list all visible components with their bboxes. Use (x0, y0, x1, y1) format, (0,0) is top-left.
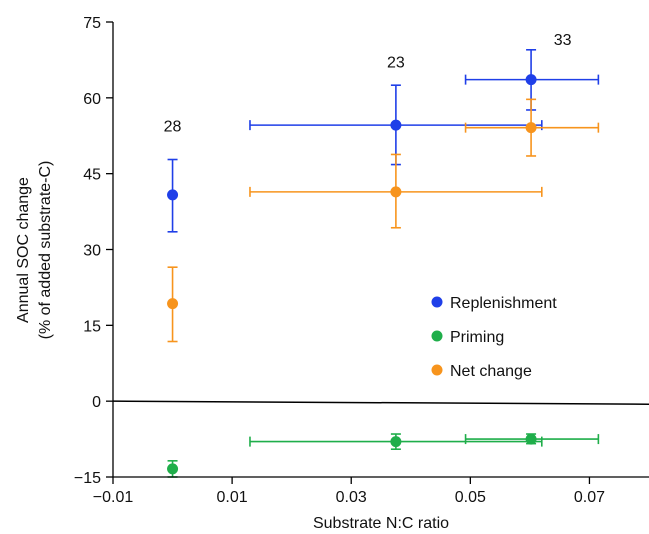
legend-marker (431, 364, 443, 376)
data-point (167, 298, 179, 310)
y-tick-label: 60 (83, 91, 101, 108)
y-tick-label: 45 (83, 167, 101, 184)
x-ticks: −0.01 0.01 0.03 0.05 0.07 (93, 477, 605, 506)
legend: Replenishment Priming Net change (431, 295, 557, 380)
zero-reference-line (112, 400, 649, 405)
plot-area (112, 49, 649, 478)
series-replenishment (167, 49, 600, 233)
x-tick-label: −0.01 (93, 489, 134, 506)
legend-marker (431, 296, 443, 308)
y-tick-label: 15 (83, 318, 101, 335)
data-point (525, 433, 537, 445)
count-label: 28 (164, 119, 182, 136)
y-ticks: −15 0 15 30 45 60 75 (74, 15, 113, 487)
x-tick-label: 0.01 (217, 489, 248, 506)
legend-label: Net change (450, 363, 532, 380)
legend-marker (431, 330, 443, 342)
y-tick-label: −15 (74, 470, 101, 487)
series-net-change (167, 98, 600, 343)
data-point (525, 122, 537, 134)
data-point (167, 463, 179, 475)
axes (112, 22, 649, 478)
legend-label: Replenishment (450, 295, 557, 312)
count-label: 33 (554, 32, 572, 49)
y-tick-label: 30 (83, 243, 101, 260)
y-axis-title: Annual SOC change (% of added substrate-… (15, 161, 54, 340)
data-point (167, 189, 179, 201)
y-axis-title-line1: Annual SOC change (15, 177, 32, 323)
x-tick-label: 0.07 (574, 489, 605, 506)
series-priming (167, 433, 600, 478)
x-axis-title: Substrate N:C ratio (313, 515, 449, 532)
y-tick-label: 0 (92, 394, 101, 411)
y-tick-label: 75 (83, 15, 101, 32)
x-tick-label: 0.05 (455, 489, 486, 506)
data-point (525, 74, 537, 86)
data-point (390, 186, 402, 198)
data-point (390, 119, 402, 131)
x-tick-label: 0.03 (336, 489, 367, 506)
data-point (390, 436, 402, 448)
count-labels: 28 23 33 (164, 32, 572, 136)
count-label: 23 (387, 55, 405, 72)
y-axis-title-line2: (% of added substrate-C) (37, 161, 54, 340)
legend-label: Priming (450, 329, 504, 346)
